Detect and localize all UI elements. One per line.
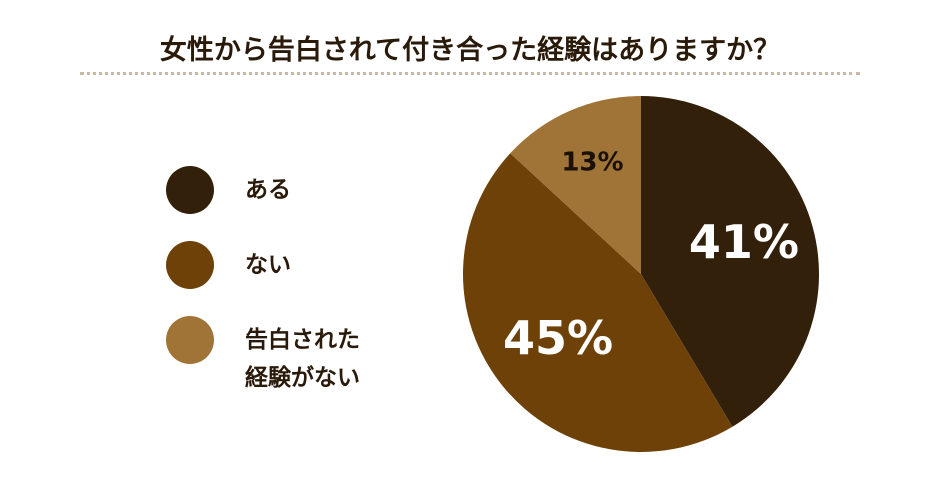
legend-label: 告白された経験がない (245, 327, 360, 391)
legend-swatch (166, 316, 214, 364)
data-label: 45% (503, 311, 613, 365)
data-label: 41% (689, 215, 799, 269)
legend-swatch (166, 241, 214, 289)
title-underline (80, 72, 860, 75)
legend-swatch (166, 166, 214, 214)
data-label: 13% (561, 148, 623, 178)
legend-label: ない (245, 252, 291, 278)
pie-slice (510, 96, 641, 274)
chart-title: 女性から告白されて付き合った経験はありますか？ (159, 35, 781, 66)
pie-slice (641, 96, 819, 427)
pie-slice (462, 153, 733, 452)
legend-label: ある (245, 177, 291, 203)
